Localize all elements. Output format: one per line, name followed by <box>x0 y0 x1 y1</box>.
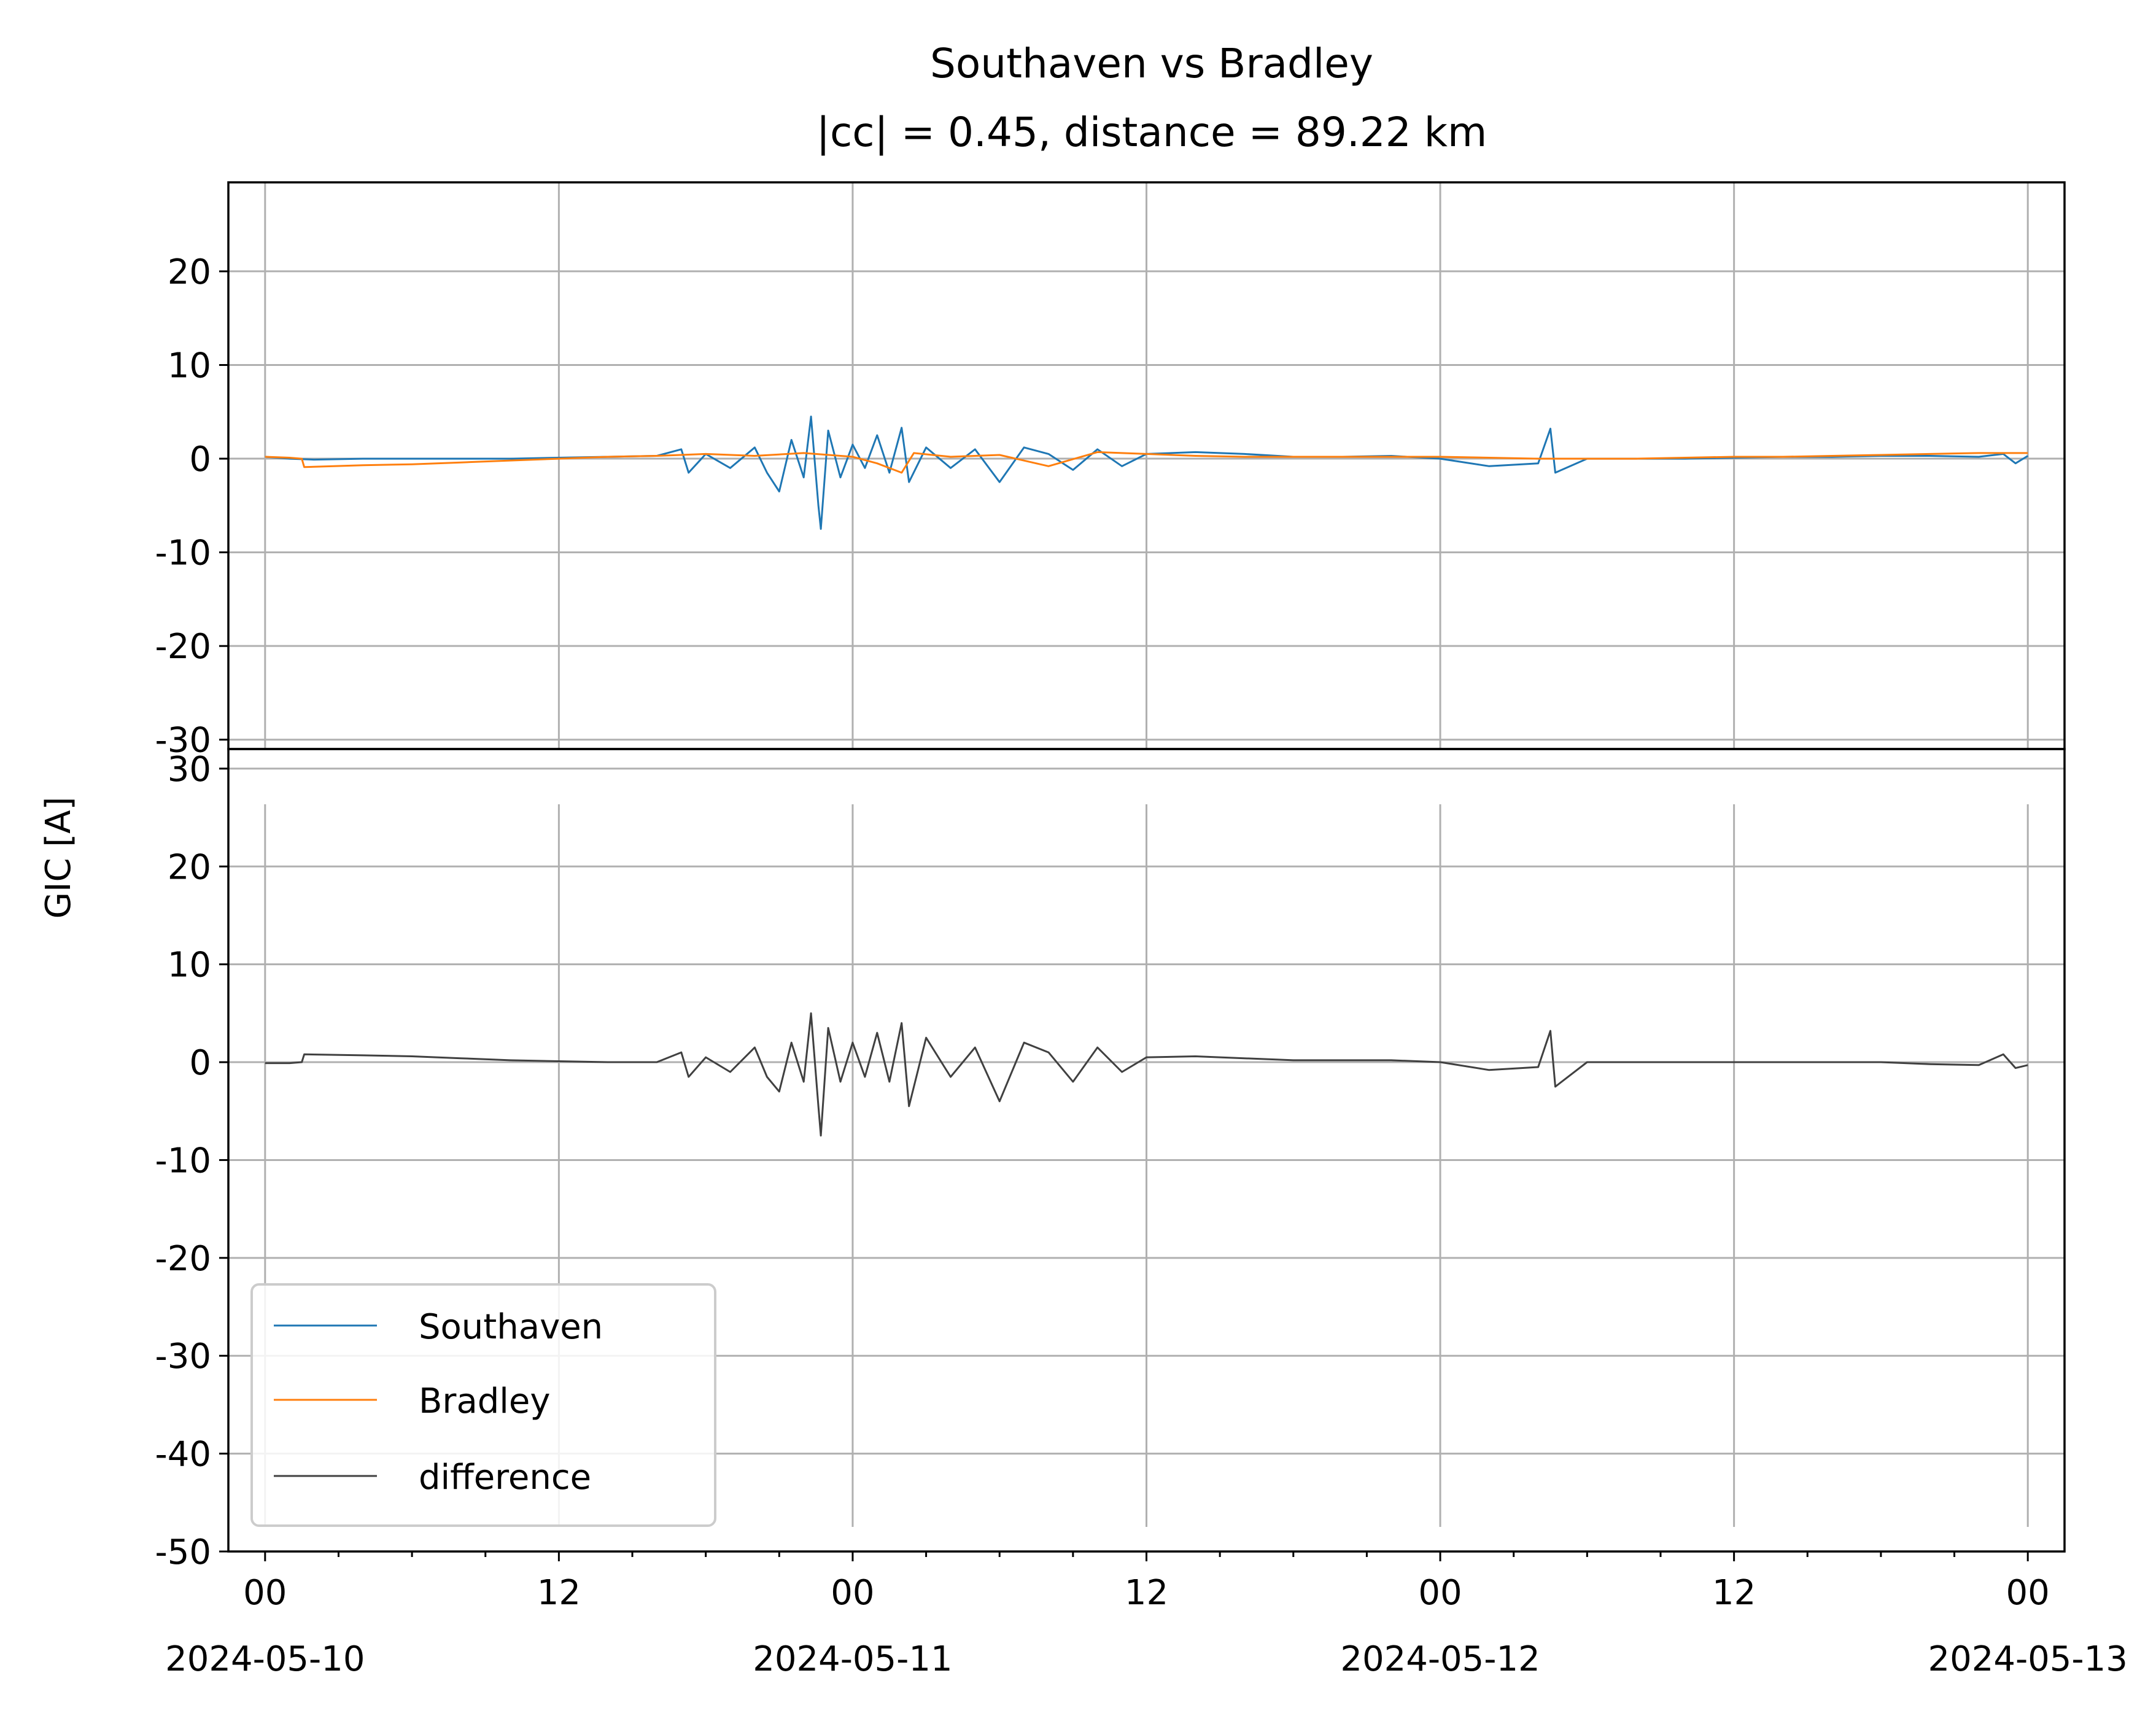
y-tick-label: -10 <box>155 1141 211 1181</box>
y-tick-label: 10 <box>168 945 211 985</box>
y-tick-label: -20 <box>155 1239 211 1279</box>
series-line-difference <box>265 1012 2028 1137</box>
legend-label-southaven: Southaven <box>419 1307 603 1347</box>
chart-title-line2: |cc| = 0.45, distance = 89.22 km <box>816 109 1487 156</box>
x-tick-label: 2024-05-12 <box>1340 1639 1540 1679</box>
legend-label-difference: difference <box>419 1458 591 1497</box>
x-tick-label: 12 <box>1712 1573 1756 1613</box>
y-tick-label: -30 <box>155 1337 211 1376</box>
y-tick-label: 30 <box>168 750 211 790</box>
series-line-bradley <box>265 451 2028 474</box>
y-tick-label: -20 <box>155 627 211 667</box>
y-tick-label: 0 <box>189 1043 211 1083</box>
x-tick-label: 00 <box>1418 1573 1462 1613</box>
y-tick-label: 20 <box>168 847 211 887</box>
legend-box <box>250 1283 716 1527</box>
x-tick-label: 00 <box>831 1573 874 1613</box>
y-tick-label: 20 <box>168 252 211 292</box>
y-tick-label: -40 <box>155 1435 211 1475</box>
y-tick-label: 10 <box>168 346 211 386</box>
bottom-panel: -50 -40 -30 -20 -10 0 10 20 30 00 2024-05-10 12 00 20… <box>155 748 2128 1679</box>
y-tick-label: 0 <box>189 440 211 480</box>
top-panel: -30 -20 -10 0 10 20 <box>155 181 2066 761</box>
x-tick-label: 12 <box>537 1573 581 1613</box>
bottom-panel-frame <box>227 748 2066 1553</box>
legend: Southaven Bradley difference <box>250 1283 716 1527</box>
chart-title-line1: Southaven vs Bradley <box>930 40 1373 87</box>
x-tick-label: 2024-05-10 <box>165 1639 365 1679</box>
x-tick-label: 12 <box>1125 1573 1168 1613</box>
legend-label-bradley: Bradley <box>419 1381 550 1421</box>
y-axis-label: GIC [A] <box>39 797 79 919</box>
y-tick-label: -50 <box>155 1532 211 1572</box>
x-tick-label: 2024-05-13 <box>1928 1639 2127 1679</box>
x-tick-label: 2024-05-11 <box>753 1639 952 1679</box>
x-tick-label: 00 <box>243 1573 287 1613</box>
x-tick-label: 00 <box>2006 1573 2050 1613</box>
y-tick-label: -30 <box>155 721 211 761</box>
y-tick-label: -10 <box>155 534 211 573</box>
